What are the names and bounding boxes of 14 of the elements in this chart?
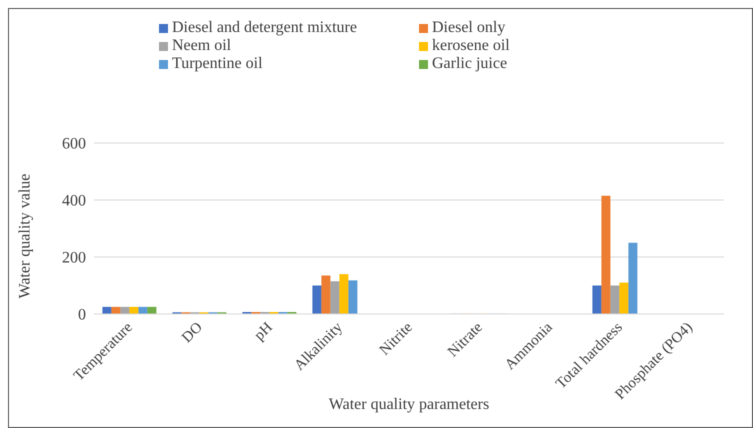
y-tick-label: 400 xyxy=(62,192,86,210)
legend-label: Garlic juice xyxy=(432,55,508,73)
legend-label: Diesel and detergent mixture xyxy=(172,19,357,37)
y-tick-label: 600 xyxy=(62,136,86,153)
y-tick-label: 0 xyxy=(78,306,86,324)
legend-label: kerosene oil xyxy=(432,37,510,55)
legend-label: Turpentine oil xyxy=(172,55,263,73)
y-tick-label: 200 xyxy=(62,250,86,267)
legend-label: Neem oil xyxy=(172,37,232,55)
x-tick-label: pH xyxy=(252,319,276,344)
x-tick-label: DO xyxy=(179,319,206,346)
y-axis-title: Water quality value xyxy=(16,174,34,298)
x-axis-title: Water quality parameters xyxy=(328,396,490,413)
legend-label: Diesel only xyxy=(432,19,506,37)
